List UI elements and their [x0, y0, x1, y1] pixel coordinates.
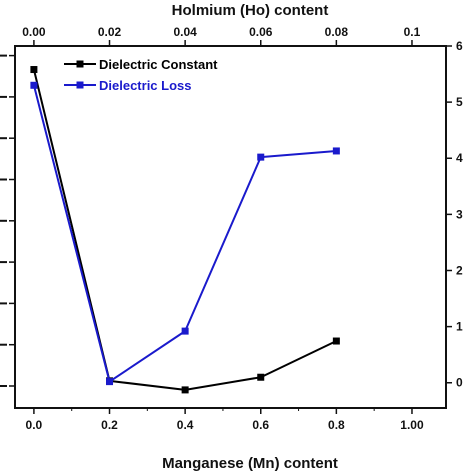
top-tick-label: 0.06	[249, 25, 273, 39]
legend-label-2: Dielectric Loss	[99, 78, 192, 93]
series-point-1	[181, 386, 189, 394]
top-tick-label: 0.00	[22, 25, 46, 39]
series-point-1	[257, 373, 265, 381]
top-axis-title: Holmium (Ho) content	[172, 2, 329, 19]
bottom-tick-label: 0.6	[252, 418, 269, 432]
series-point-2	[181, 327, 189, 335]
legend-marker-1	[76, 60, 84, 68]
right-tick-label: 4	[456, 151, 463, 165]
right-tick-label: 0	[456, 376, 463, 390]
bottom-tick-label: 0.2	[101, 418, 118, 432]
series-point-2	[257, 153, 265, 161]
right-tick-label: 5	[456, 95, 463, 109]
top-tick-label: 0.08	[325, 25, 349, 39]
right-tick-label: 6	[456, 39, 463, 53]
series-point-1	[332, 337, 340, 345]
right-tick-label: 3	[456, 207, 463, 221]
top-tick-label: 0.02	[98, 25, 122, 39]
series-point-2	[332, 147, 340, 155]
legend-label-1: Dielectric Constant	[99, 57, 218, 72]
top-tick-label: 0.04	[173, 25, 197, 39]
legend-marker-2	[76, 81, 84, 89]
series-point-2	[106, 378, 114, 386]
series-point-2	[30, 81, 38, 89]
bottom-tick-label: 0.8	[328, 418, 345, 432]
bottom-tick-label: 0.4	[177, 418, 194, 432]
right-tick-label: 1	[456, 320, 463, 334]
bottom-axis-title: Manganese (Mn) content	[162, 455, 338, 472]
series-line-1	[32, 69, 337, 391]
top-tick-label: 0.1	[404, 25, 421, 39]
right-tick-label: 2	[456, 263, 463, 277]
series-line-2	[32, 85, 337, 383]
plot-frame	[14, 45, 447, 409]
series-point-1	[30, 66, 38, 74]
bottom-tick-label: 1.00	[400, 418, 424, 432]
bottom-tick-label: 0.0	[26, 418, 43, 432]
